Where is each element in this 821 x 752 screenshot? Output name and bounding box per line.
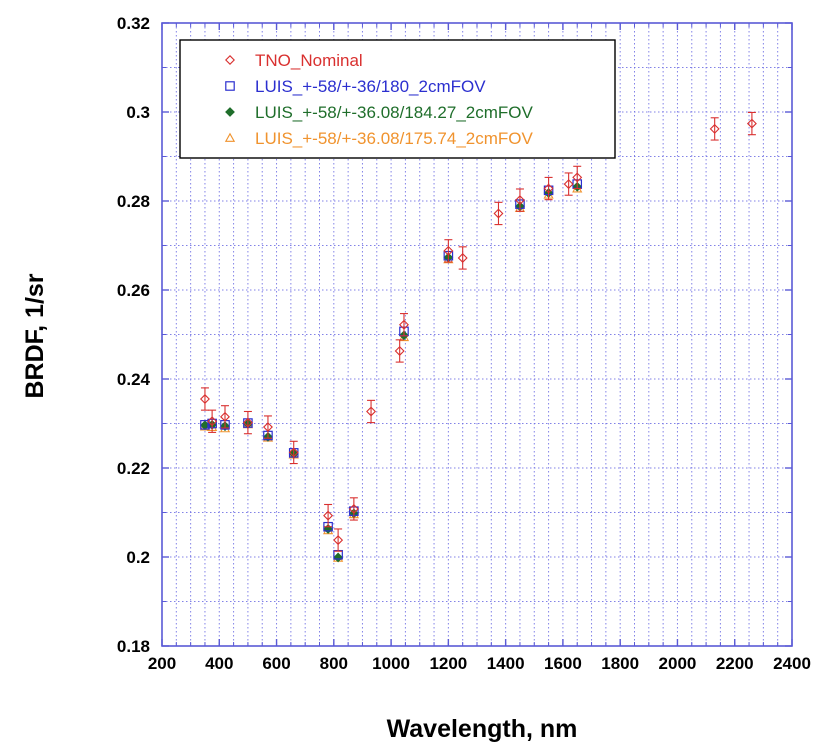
x-tick-label: 1600 (544, 654, 582, 673)
data-point (398, 319, 409, 330)
data-point (366, 406, 377, 417)
legend-label: LUIS_+-58/+-36/180_2cmFOV (255, 77, 486, 96)
data-point (457, 252, 468, 263)
y-tick-label: 0.18 (117, 637, 150, 656)
data-point (207, 416, 218, 427)
data-point (242, 417, 253, 428)
x-tick-label: 2200 (716, 654, 754, 673)
y-tick-label: 0.22 (117, 459, 150, 478)
y-tick-label: 0.28 (117, 192, 150, 211)
data-point (220, 411, 230, 422)
data-point (572, 172, 583, 183)
data-point (348, 503, 359, 514)
x-tick-label: 200 (148, 654, 176, 673)
y-tick-label: 0.2 (126, 548, 150, 567)
x-tick-label: 600 (262, 654, 290, 673)
y-tick-label: 0.3 (126, 103, 150, 122)
data-point (493, 208, 504, 219)
data-point (199, 394, 210, 405)
data-point (514, 195, 525, 206)
x-axis-title: Wavelength, nm (387, 715, 578, 743)
data-point (394, 345, 405, 356)
data-point (543, 183, 554, 194)
data-point (262, 422, 273, 433)
legend-box (179, 39, 616, 159)
legend-label: LUIS_+-58/+-36.08/175.74_2cmFOV (255, 129, 533, 148)
data-point (443, 245, 454, 256)
y-tick-label: 0.26 (117, 281, 150, 300)
data-point (200, 420, 210, 430)
legend-marker (225, 55, 235, 65)
axis-ticks: 200 400 600 800 1000 1200 1400 1600 1800 2000 2200… (117, 14, 811, 673)
series-1 (199, 111, 757, 552)
data-point (288, 447, 299, 458)
legend-marker (224, 132, 236, 142)
legend-marker (225, 107, 235, 117)
x-tick-label: 1000 (372, 654, 410, 673)
y-tick-label: 0.24 (117, 370, 151, 389)
x-tick-label: 1800 (601, 654, 639, 673)
x-tick-label: 800 (320, 654, 348, 673)
data-point (563, 179, 574, 190)
x-tick-label: 400 (205, 654, 233, 673)
data-series (199, 111, 757, 563)
data-point (746, 118, 757, 129)
data-point (333, 535, 344, 546)
legend-label: LUIS_+-58/+-36.08/184.27_2cmFOV (255, 103, 533, 122)
legend-label: TNO_Nominal (255, 51, 363, 70)
x-tick-label: 1400 (487, 654, 525, 673)
data-point (323, 510, 334, 521)
legend-marker (225, 81, 235, 91)
data-point (333, 552, 344, 563)
x-tick-label: 2400 (773, 654, 811, 673)
y-tick-label: 0.32 (117, 14, 150, 33)
data-point (709, 123, 720, 134)
y-axis-title: BRDF, 1/sr (21, 273, 49, 398)
x-tick-label: 1200 (429, 654, 467, 673)
x-tick-label: 2000 (659, 654, 697, 673)
legend: TNO_Nominal LUIS_+-58/+-36/180_2cmFOV LUIS… (179, 39, 616, 159)
